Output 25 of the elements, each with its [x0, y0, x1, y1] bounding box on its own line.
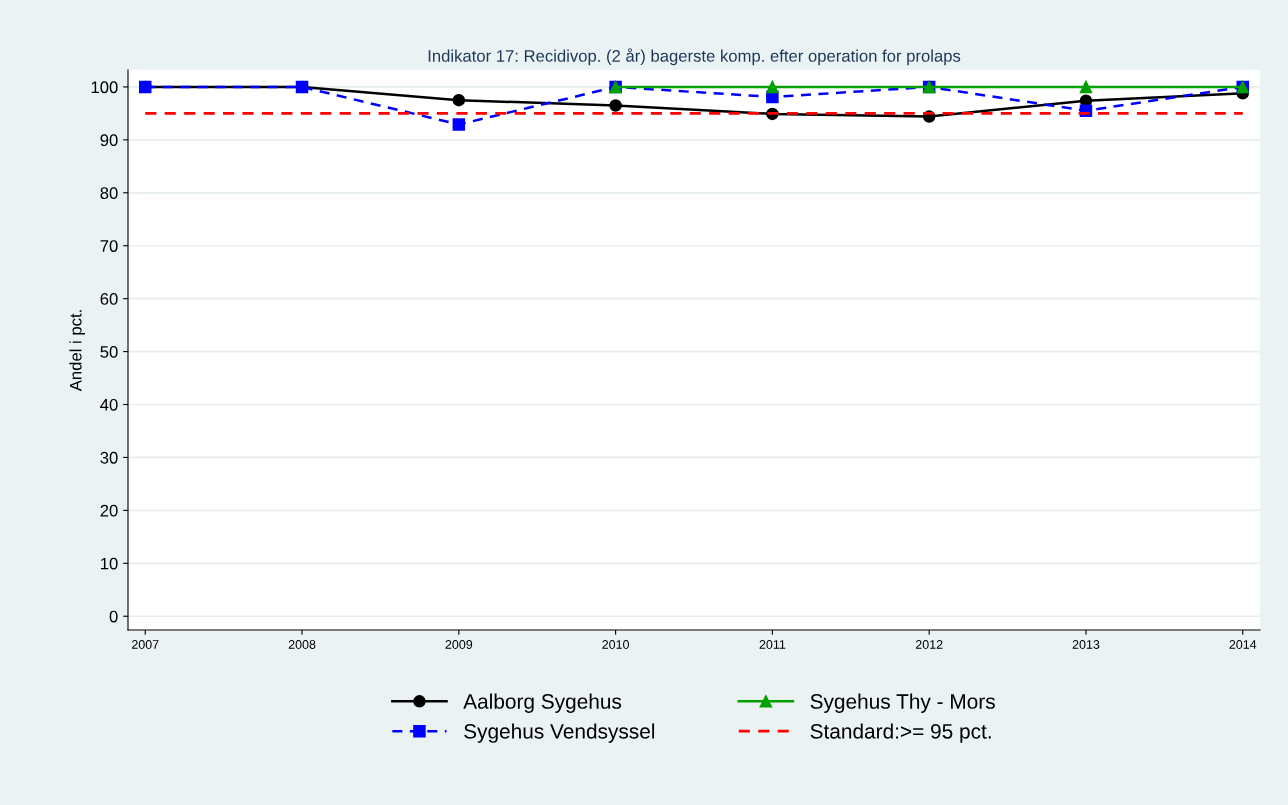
- legend-label: Standard:>= 95 pct.: [810, 723, 991, 743]
- y-tick-label: 50: [100, 345, 118, 358]
- y-axis-title: Andel i pct.: [69, 310, 85, 392]
- x-tick-label: 2010: [602, 640, 630, 649]
- legend-label: Sygehus Thy - Mors: [810, 693, 995, 713]
- x-tick-label: 2011: [759, 640, 786, 649]
- y-tick-label: 60: [100, 293, 118, 305]
- x-tick-label: 2008: [288, 640, 316, 649]
- y-tick-label: 10: [101, 557, 118, 570]
- legend-label: Aalborg Sygehus: [463, 693, 622, 713]
- y-tick-label: 70: [100, 240, 118, 252]
- y-tick-label: 100: [91, 81, 118, 94]
- x-tick-label: 2007: [131, 640, 159, 649]
- y-tick-label: 90: [100, 134, 118, 147]
- x-tick-label: 2014: [1229, 640, 1257, 649]
- chart-title: Indikator 17: Recidivop. (2 år) bagerste komp. efter operation for prolaps: [428, 48, 961, 66]
- y-tick-label: 0: [109, 610, 118, 623]
- legend-label: Sygehus Vendsyssel: [464, 723, 655, 743]
- x-tick-label: 2012: [915, 640, 943, 649]
- x-tick-label: 2013: [1072, 640, 1100, 649]
- y-tick-label: 40: [100, 398, 118, 411]
- x-tick-label: 2009: [445, 640, 473, 649]
- y-tick-label: 20: [100, 504, 118, 517]
- y-tick-label: 30: [100, 451, 118, 464]
- y-tick-label: 80: [100, 187, 118, 199]
